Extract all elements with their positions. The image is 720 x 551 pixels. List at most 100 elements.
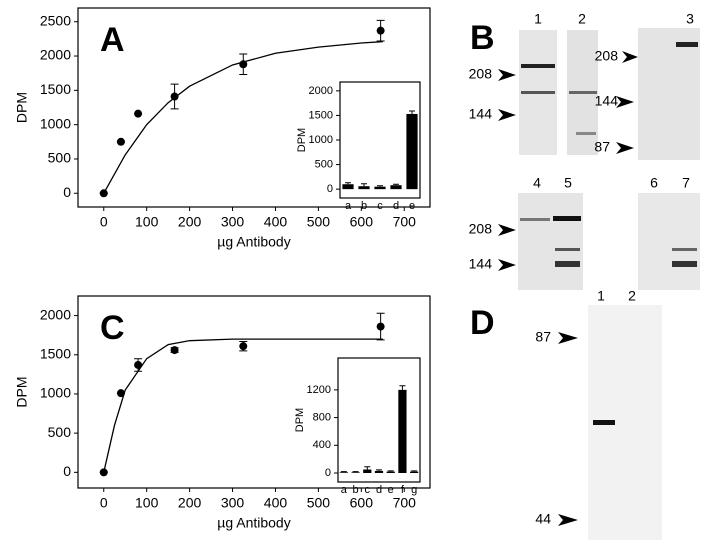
lane-number: 2 (628, 288, 636, 304)
blot-band (676, 42, 698, 47)
y-tick-label: 800 (313, 411, 331, 423)
x-tick-label: 700 (393, 495, 417, 511)
bar (406, 113, 418, 190)
lane-number: 6 (650, 175, 658, 191)
x-tick-label: 300 (221, 214, 245, 230)
data-point (134, 360, 143, 369)
blot-lane (638, 193, 700, 290)
blot-band (576, 132, 596, 135)
error-bar (411, 470, 418, 472)
arrow (616, 142, 634, 154)
x-tick-label: 500 (307, 214, 331, 230)
blots (518, 28, 700, 540)
y-tick-label: 1500 (40, 81, 71, 97)
data-point (116, 137, 125, 146)
marker-label: 87 (594, 139, 610, 155)
y-tick-label: 500 (315, 158, 333, 170)
blot-lane (638, 28, 700, 160)
blot-band (555, 248, 580, 251)
y-tick-label: 0 (327, 183, 333, 195)
panel-label: D (470, 304, 495, 342)
x-tick-label: 300 (221, 495, 245, 511)
plot-frame (337, 357, 421, 483)
blot-band (672, 261, 697, 267)
bar (342, 184, 354, 190)
x-tick-label: 0 (100, 214, 108, 230)
marker-label: 44 (535, 511, 551, 527)
lane-number: 4 (533, 175, 541, 191)
x-tick-label: c (377, 200, 383, 212)
arrow (498, 109, 516, 121)
y-tick-label: 0 (63, 463, 71, 479)
lane-number: 5 (564, 175, 572, 191)
y-axis-label: DPM (14, 92, 30, 123)
error-bar (345, 182, 351, 185)
error-bar (364, 466, 371, 470)
bar (358, 186, 370, 190)
x-axis-label: µg Antibody (217, 234, 290, 250)
data-point (376, 26, 385, 35)
error-bar (393, 183, 399, 186)
arrow (616, 96, 634, 108)
marker-label: 208 (469, 221, 493, 237)
y-tick-label: 1000 (309, 134, 333, 146)
data-point (134, 109, 143, 118)
marker-label: 144 (469, 256, 493, 272)
error-bar (352, 471, 359, 473)
x-tick-label: 600 (350, 214, 374, 230)
y-axis-label: DPM (294, 408, 306, 432)
marker-label: 87 (535, 329, 551, 345)
data-point (239, 342, 248, 351)
y-tick-label: 2000 (309, 85, 333, 97)
marker-label: 144 (469, 106, 493, 122)
y-axis-label: DPM (296, 128, 308, 152)
x-tick-label: 400 (264, 495, 288, 511)
x-tick-label: a (341, 484, 348, 496)
blot-band (553, 216, 581, 221)
x-tick-label: g (411, 484, 417, 496)
lane-number: 3 (686, 11, 694, 27)
arrows (498, 51, 638, 526)
plot-frame (77, 7, 431, 208)
fit-curve (103, 338, 383, 473)
x-tick-label: c (365, 484, 371, 496)
bar (410, 471, 419, 473)
bar (374, 186, 386, 190)
error-bar (399, 385, 406, 390)
y-tick-label: 0 (325, 467, 331, 479)
x-tick-label: 400 (264, 214, 288, 230)
blot-band (555, 261, 580, 267)
error-bar (387, 470, 394, 472)
marker-label: 208 (469, 66, 493, 82)
y-tick-label: 2500 (40, 12, 71, 28)
blot-band (569, 91, 597, 94)
blot-band (521, 64, 555, 68)
y-tick-label: 2000 (40, 306, 71, 322)
blot-band (593, 420, 615, 425)
x-tick-label: d (376, 484, 382, 496)
x-tick-label: b (361, 200, 367, 212)
arrow (622, 51, 638, 63)
x-tick-label: 500 (307, 495, 331, 511)
x-tick-label: e (409, 200, 415, 212)
plot-frame (77, 295, 431, 489)
bar (390, 185, 402, 190)
y-tick-label: 2000 (40, 47, 71, 63)
blot-band (520, 218, 550, 221)
blot-lane (518, 193, 583, 290)
fit-curve (103, 40, 383, 194)
blot-band (672, 248, 697, 251)
x-tick-label: d (393, 200, 399, 212)
arrow (498, 69, 516, 81)
data-point (170, 346, 179, 355)
y-tick-label: 1000 (40, 385, 71, 401)
y-tick-label: 1500 (309, 109, 333, 121)
error-bar (340, 471, 347, 473)
y-tick-label: 500 (48, 150, 72, 166)
blot-band (521, 91, 555, 94)
panel-label: A (100, 21, 125, 59)
bar (386, 471, 395, 473)
x-tick-label: 100 (135, 214, 159, 230)
x-tick-label: 700 (393, 214, 417, 230)
